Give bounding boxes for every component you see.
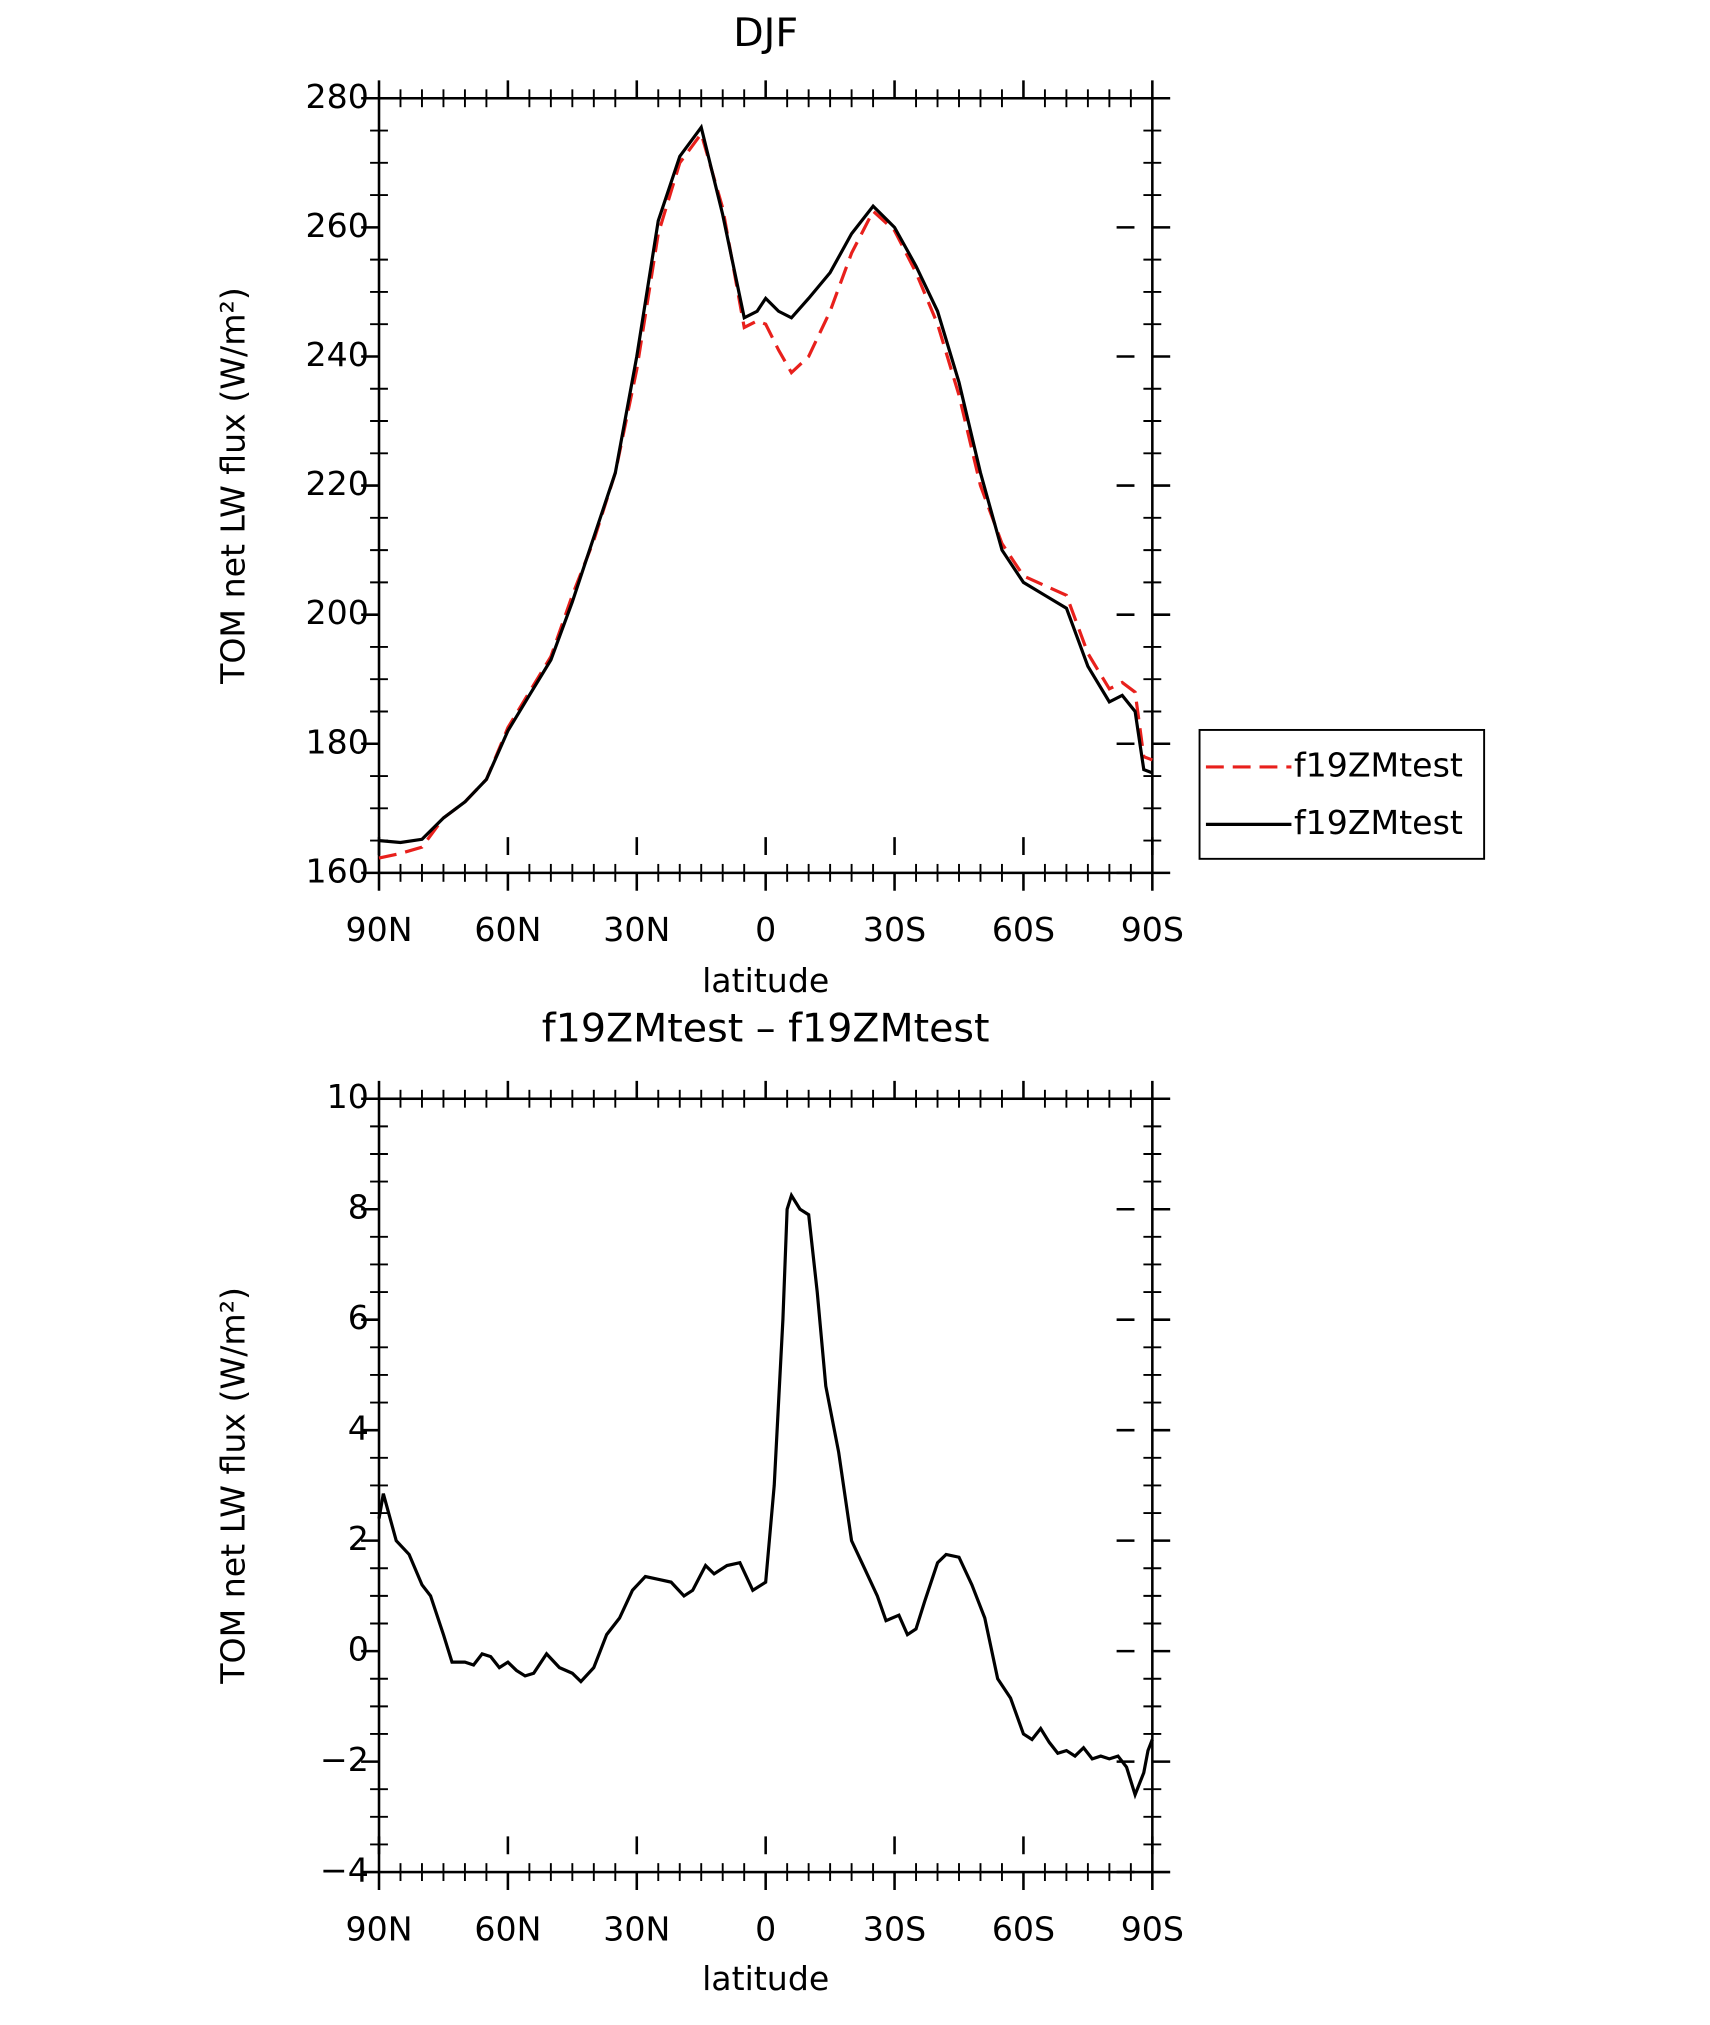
data-line xyxy=(378,123,1153,845)
y-tick-label: 2 xyxy=(348,1519,369,1558)
y-tick-label: 220 xyxy=(306,464,369,503)
x-tick-label: 90N xyxy=(346,1909,413,1948)
y-tick-label: 180 xyxy=(306,722,369,761)
y-tick-label: 6 xyxy=(348,1298,369,1337)
x-tick-label: 30S xyxy=(863,1909,926,1948)
y-axis-label: TOM net LW flux (W/m²) xyxy=(213,1287,252,1685)
y-tick-label: −4 xyxy=(320,1851,369,1890)
data-line xyxy=(377,1191,1154,1800)
y-tick-label: −2 xyxy=(320,1740,369,1779)
x-tick-label: 30S xyxy=(863,910,926,949)
plot-frame xyxy=(377,1097,1154,1874)
data-line xyxy=(378,130,1153,860)
chart-title: DJF xyxy=(733,10,798,56)
x-tick-label: 0 xyxy=(755,1909,776,1948)
legend-label: f19ZMtest xyxy=(1294,803,1463,842)
y-axis-label: TOM net LW flux (W/m²) xyxy=(213,287,252,685)
y-tick-label: 0 xyxy=(348,1630,369,1669)
y-tick-label: 240 xyxy=(306,335,369,374)
y-tick-label: 4 xyxy=(348,1409,369,1448)
x-axis-label: latitude xyxy=(702,961,829,1000)
y-tick-label: 8 xyxy=(348,1188,369,1227)
y-tick-label: 200 xyxy=(306,593,369,632)
plot-frame xyxy=(377,96,1154,875)
legend-box xyxy=(1198,728,1486,860)
y-tick-label: 280 xyxy=(306,77,369,116)
x-tick-label: 90S xyxy=(1121,910,1184,949)
x-axis-label: latitude xyxy=(702,1959,829,1998)
x-tick-label: 90N xyxy=(346,910,413,949)
x-tick-label: 90S xyxy=(1121,1909,1184,1948)
y-tick-label: 160 xyxy=(306,851,369,890)
x-tick-label: 30N xyxy=(603,1909,670,1948)
y-tick-label: 10 xyxy=(327,1077,369,1116)
x-tick-label: 60S xyxy=(992,1909,1055,1948)
y-tick-label: 260 xyxy=(306,206,369,245)
legend-label: f19ZMtest xyxy=(1294,745,1463,784)
x-tick-label: 60N xyxy=(474,910,541,949)
x-tick-label: 0 xyxy=(755,910,776,949)
chart-title: f19ZMtest – f19ZMtest xyxy=(542,1006,990,1052)
x-tick-label: 30N xyxy=(603,910,670,949)
x-tick-label: 60S xyxy=(992,910,1055,949)
x-tick-label: 60N xyxy=(474,1909,541,1948)
